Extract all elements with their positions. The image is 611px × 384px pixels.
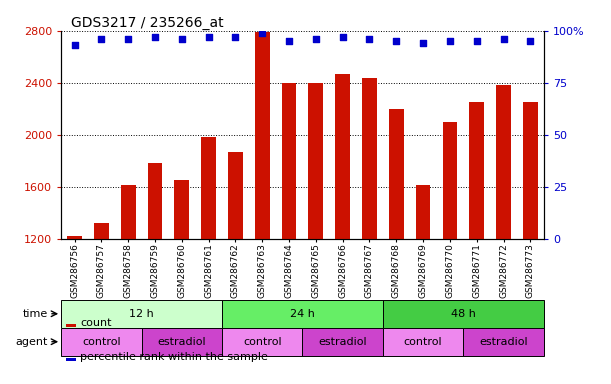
Bar <box>335 74 350 238</box>
Bar <box>148 163 163 238</box>
Bar <box>61 300 222 328</box>
Bar <box>255 32 269 238</box>
Point <box>418 40 428 46</box>
Point <box>150 34 160 40</box>
Text: agent: agent <box>15 337 48 347</box>
Text: 12 h: 12 h <box>129 309 154 319</box>
Bar <box>442 122 457 238</box>
Point <box>499 36 508 42</box>
Point <box>338 34 348 40</box>
Point <box>230 34 240 40</box>
Bar <box>389 109 404 238</box>
Text: estradiol: estradiol <box>158 337 206 347</box>
Text: percentile rank within the sample: percentile rank within the sample <box>81 352 268 362</box>
Bar <box>302 328 383 356</box>
Text: control: control <box>404 337 442 347</box>
Point <box>392 38 401 44</box>
Point <box>284 38 294 44</box>
Text: control: control <box>243 337 282 347</box>
Bar <box>523 102 538 238</box>
Bar <box>469 102 484 238</box>
Text: control: control <box>82 337 120 347</box>
Bar <box>383 300 544 328</box>
Bar <box>67 236 82 238</box>
Bar <box>66 324 76 327</box>
Bar <box>174 180 189 238</box>
Bar <box>121 185 136 238</box>
Bar <box>415 185 431 238</box>
Text: 24 h: 24 h <box>290 309 315 319</box>
Bar <box>463 328 544 356</box>
Text: time: time <box>23 309 48 319</box>
Point <box>123 36 133 42</box>
Bar <box>142 328 222 356</box>
Bar <box>383 328 463 356</box>
Bar <box>222 328 302 356</box>
Text: count: count <box>81 318 112 328</box>
Bar <box>222 300 383 328</box>
Bar <box>228 152 243 238</box>
Text: estradiol: estradiol <box>318 337 367 347</box>
Text: GDS3217 / 235266_at: GDS3217 / 235266_at <box>71 16 224 30</box>
Point <box>257 30 267 36</box>
Bar <box>94 223 109 238</box>
Point <box>203 34 213 40</box>
Point <box>525 38 535 44</box>
Point <box>177 36 187 42</box>
Bar <box>362 78 377 238</box>
Bar <box>61 328 142 356</box>
Point <box>311 36 321 42</box>
Bar <box>282 83 296 238</box>
Text: 48 h: 48 h <box>451 309 476 319</box>
Point <box>365 36 375 42</box>
Point <box>472 38 481 44</box>
Bar <box>201 137 216 238</box>
Bar <box>496 85 511 238</box>
Bar <box>309 83 323 238</box>
Point <box>97 36 106 42</box>
Bar <box>66 358 76 361</box>
Point <box>70 42 79 48</box>
Text: estradiol: estradiol <box>479 337 528 347</box>
Point <box>445 38 455 44</box>
